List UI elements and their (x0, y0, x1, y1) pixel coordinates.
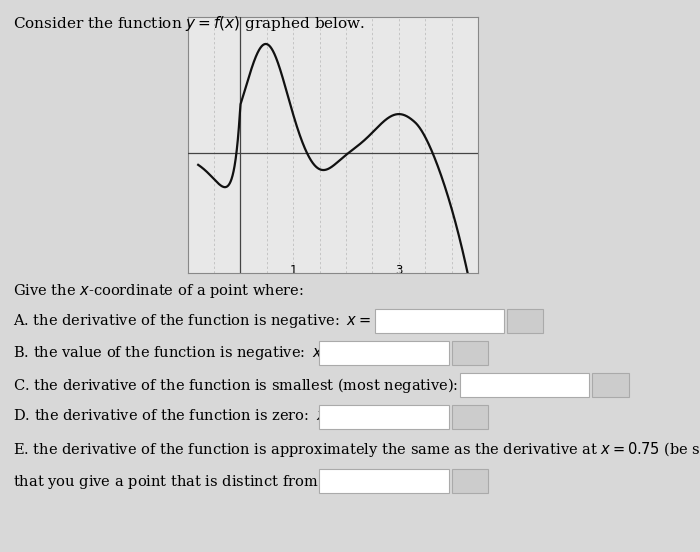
Text: D. the derivative of the function is zero:  $x =$: D. the derivative of the function is zer… (13, 408, 340, 423)
Text: C. the derivative of the function is smallest (most negative):  $x =$: C. the derivative of the function is sma… (13, 376, 489, 395)
Text: ✏: ✏ (466, 476, 474, 486)
Text: ✏: ✏ (466, 412, 474, 422)
Text: A. the derivative of the function is negative:  $x =$: A. the derivative of the function is neg… (13, 312, 370, 330)
Text: that you give a point that is distinct from $x = 0.75!$):  $x =$: that you give a point that is distinct f… (13, 472, 430, 491)
Text: Give the $x$-coordinate of a point where:: Give the $x$-coordinate of a point where… (13, 282, 304, 300)
Text: ✏: ✏ (466, 348, 474, 358)
Text: Consider the function $y = f(x)$ graphed below.: Consider the function $y = f(x)$ graphed… (13, 14, 365, 33)
Text: E. the derivative of the function is approximately the same as the derivative at: E. the derivative of the function is app… (13, 440, 700, 459)
Text: B. the value of the function is negative:  $x =$: B. the value of the function is negative… (13, 344, 336, 362)
Text: ✏: ✏ (606, 380, 615, 390)
Text: ✏: ✏ (521, 316, 529, 326)
